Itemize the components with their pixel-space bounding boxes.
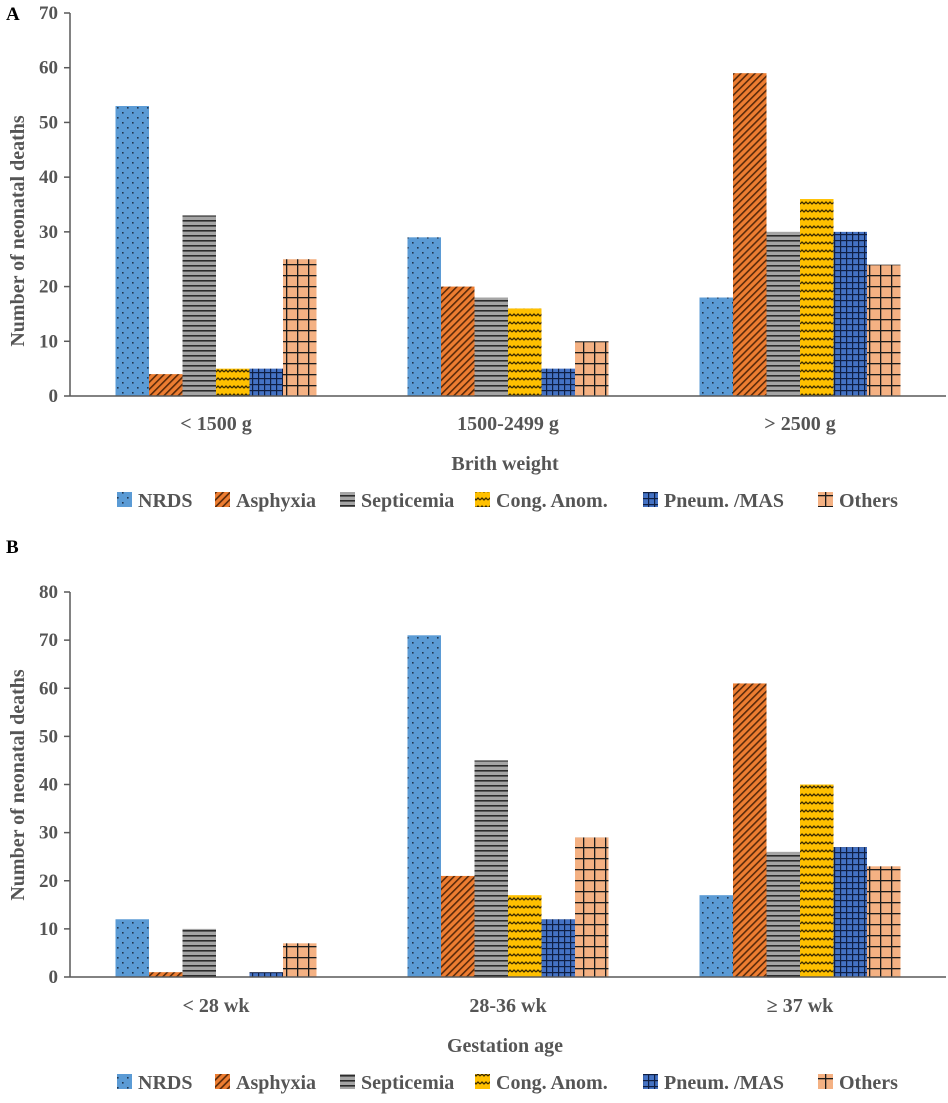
legend-label-nrds: NRDS [138,490,192,512]
x-category-label: 1500-2499 g [457,413,559,435]
legend-swatch-septicemia [340,492,355,507]
x-category-label: < 28 wk [183,995,251,1017]
y-tick-label: 80 [39,582,58,603]
bar-others-1 [283,943,317,977]
y-tick-label: 10 [39,919,58,940]
legend-swatch-asphyxia [215,1074,230,1089]
y-tick-label: 70 [39,630,58,651]
bar-septicemia-2 [474,760,508,977]
bar-nrds-2 [407,237,441,396]
y-tick-label: 60 [39,58,58,79]
legend-swatch-cong-anom [475,492,490,507]
legend-label-pneum-mas: Pneum. /MAS [664,490,784,512]
bar-cong-anom-2 [508,308,542,396]
bar-asphyxia-2 [441,875,475,977]
plot-area: 0 10 20 30 40 50 60 70 80 < 28 wk 28-36 wk ≥ 37 wk [39,582,946,1017]
x-category-label: ≥ 37 wk [767,995,834,1017]
bar-pneum-mas-3 [833,847,867,977]
legend-label-septicemia: Septicemia [361,1072,454,1094]
legend-swatch-others [818,1074,833,1089]
legend-label-septicemia: Septicemia [361,490,454,512]
bar-asphyxia-3 [733,683,767,977]
x-axis-title: Gestation age [447,1035,563,1057]
y-tick-label: 60 [39,678,58,699]
panel-b: B Number of neonatal deaths Gestation ag… [6,537,946,1094]
y-tick-label: 0 [49,386,59,407]
y-tick-label: 70 [39,3,58,24]
y-tick-label: 20 [39,871,58,892]
legend-label-nrds: NRDS [138,1072,192,1094]
bar-nrds-3 [699,297,733,396]
bar-septicemia-3 [766,851,800,977]
bar-nrds-1 [115,106,149,396]
bar-others-3 [867,264,901,396]
legend-swatch-pneum-mas [643,492,658,507]
y-axis-title: Number of neonatal deaths [7,115,29,347]
y-tick-label: 40 [39,775,58,796]
panel-a: A Number of neonatal deaths Brith weight… [6,3,946,512]
legend: NRDS Asphyxia Septicemia Cong. Anom. Pneum. … [117,490,898,512]
bar-cong-anom-3 [800,784,834,977]
y-tick-label: 10 [39,331,58,352]
legend: NRDS Asphyxia Septicemia Cong. Anom. Pneum. … [117,1072,898,1094]
bar-pneum-mas-2 [541,368,575,396]
legend-swatch-nrds [117,1074,132,1089]
bar-pneum-mas-3 [833,231,867,396]
bar-asphyxia-3 [733,73,767,396]
x-category-label: < 1500 g [180,413,251,435]
bar-septicemia-2 [474,297,508,396]
bar-pneum-mas-2 [541,919,575,977]
legend-label-cong-anom: Cong. Anom. [496,1072,608,1094]
y-axis-title: Number of neonatal deaths [7,669,29,901]
legend-swatch-septicemia [340,1074,355,1089]
plot-area: 0 10 20 30 40 50 60 70 < 1500 g 1500-2499 g > 2500… [39,3,946,435]
legend-swatch-nrds [117,492,132,507]
legend-swatch-others [818,492,833,507]
bar-nrds-1 [115,919,149,977]
bar-cong-anom-1 [216,368,250,396]
bar-septicemia-1 [182,928,216,977]
x-category-label: 28-36 wk [469,995,547,1017]
y-tick-label: 50 [39,112,58,133]
bar-others-2 [575,837,609,977]
legend-swatch-pneum-mas [643,1074,658,1089]
panel-letter-a: A [6,4,20,25]
bar-nrds-2 [407,635,441,977]
bar-cong-anom-3 [800,199,834,396]
panel-letter-b: B [6,537,19,558]
bar-asphyxia-1 [149,972,183,977]
legend-label-asphyxia: Asphyxia [236,1072,316,1094]
x-axis-title: Brith weight [451,453,559,475]
legend-swatch-cong-anom [475,1074,490,1089]
legend-label-pneum-mas: Pneum. /MAS [664,1072,784,1094]
y-tick-label: 50 [39,726,58,747]
legend-label-others: Others [839,490,898,512]
legend-label-asphyxia: Asphyxia [236,490,316,512]
y-tick-label: 30 [39,823,58,844]
bar-nrds-3 [699,895,733,977]
legend-label-cong-anom: Cong. Anom. [496,490,608,512]
bar-asphyxia-1 [149,374,183,396]
legend-swatch-asphyxia [215,492,230,507]
bar-pneum-mas-1 [249,972,283,977]
legend-label-others: Others [839,1072,898,1094]
bar-asphyxia-2 [441,286,475,396]
y-tick-label: 40 [39,167,58,188]
bar-others-3 [867,866,901,977]
y-tick-label: 30 [39,222,58,243]
bar-cong-anom-2 [508,895,542,977]
y-tick-label: 0 [49,967,59,988]
bar-others-1 [283,259,317,396]
bar-others-2 [575,341,609,396]
bar-pneum-mas-1 [249,368,283,396]
y-tick-label: 20 [39,277,58,298]
bar-septicemia-3 [766,231,800,396]
x-category-label: > 2500 g [764,413,835,435]
bar-septicemia-1 [182,215,216,396]
